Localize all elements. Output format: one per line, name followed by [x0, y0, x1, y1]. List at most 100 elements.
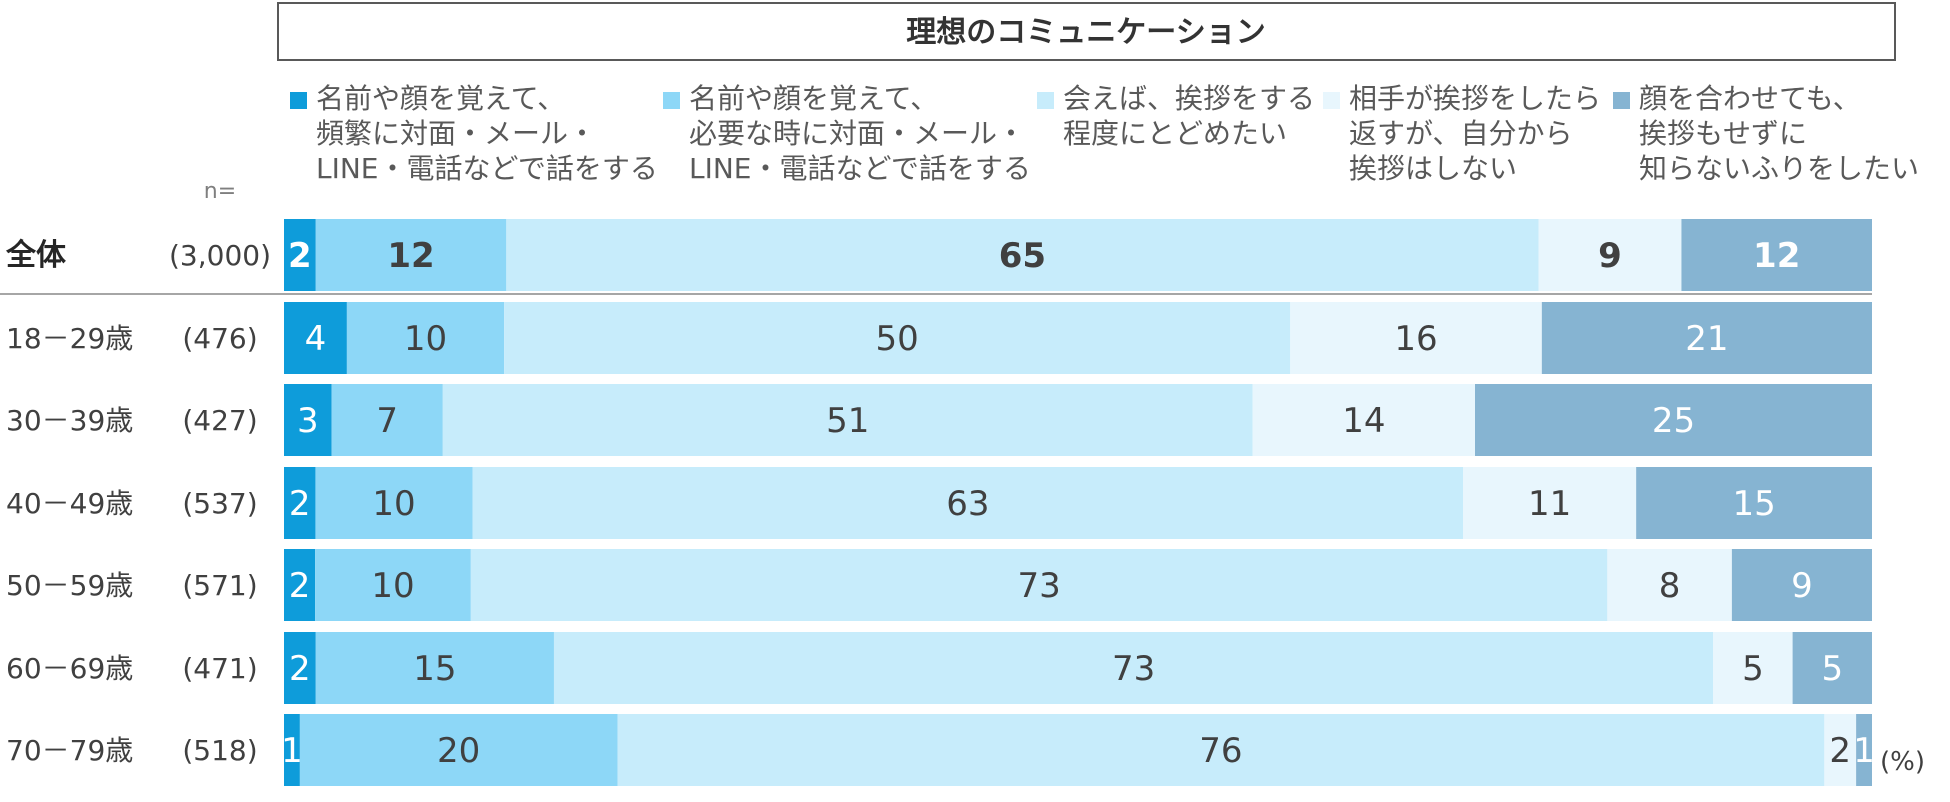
data-label: 15 [1732, 484, 1775, 524]
data-label: 10 [404, 319, 447, 359]
bar-segment [1731, 549, 1872, 621]
bar-segment [1252, 384, 1475, 456]
bar-segment [1713, 632, 1793, 704]
data-label: 12 [1753, 236, 1800, 276]
bar-segment [1290, 302, 1542, 374]
bar-segment [1824, 714, 1857, 786]
legend-swatch [663, 92, 680, 109]
data-label: 10 [372, 484, 415, 524]
bar-segment [1681, 219, 1872, 291]
data-label: 63 [946, 484, 989, 524]
data-label: 2 [289, 484, 311, 524]
legend-label: LINE・電話などで話をする [689, 152, 1031, 185]
bar-segment [284, 632, 316, 704]
legend-label: 返すが、自分から [1349, 117, 1572, 150]
legend-label: 相手が挨拶をしたら [1349, 82, 1601, 115]
legend-label: LINE・電話などで話をする [316, 152, 658, 185]
bar-segment [315, 632, 554, 704]
bar-segment [617, 714, 1825, 786]
bar-row: 18－29歳 (476) 4 10 50 16 21 [6, 302, 1872, 374]
legend-swatch [1323, 92, 1340, 109]
title-box [277, 2, 1896, 61]
legend-swatch [1613, 92, 1630, 109]
legend-label: 知らないふりをしたい [1639, 152, 1919, 185]
data-label: 25 [1652, 401, 1695, 441]
bar-row: 50－59歳 (571) 2 10 73 8 9 [6, 549, 1872, 621]
legend-label: 名前や顔を覚えて、 [316, 82, 565, 115]
row-label: 30－39歳 [6, 404, 133, 437]
row-label: 50－59歳 [6, 569, 133, 602]
data-label: 5 [1742, 649, 1764, 689]
legend-item: 名前や顔を覚えて、必要な時に対面・メール・LINE・電話などで話をする [663, 82, 1031, 185]
bar-segment [504, 302, 1291, 374]
data-label: 9 [1791, 566, 1813, 606]
unit-label: (%) [1880, 747, 1925, 777]
bar-segment [1792, 632, 1872, 704]
bar-row: 40－49歳 (537) 2 10 63 11 15 [6, 467, 1872, 539]
data-label: 3 [297, 401, 319, 441]
bar-segment [1636, 467, 1872, 539]
legend-label: 顔を合わせても、 [1639, 82, 1861, 115]
row-label: 40－49歳 [6, 487, 133, 520]
data-label: 8 [1659, 566, 1681, 606]
legend-label: 挨拶はしない [1349, 152, 1517, 185]
bar-segment [284, 302, 347, 374]
data-label: 4 [305, 319, 327, 359]
data-label: 2 [1829, 731, 1851, 771]
bar-segment [553, 632, 1714, 704]
bar-segment [1463, 467, 1637, 539]
bar-segment [1538, 219, 1682, 291]
row-n: (518) [182, 734, 257, 767]
data-label: 2 [288, 236, 312, 276]
data-label: 9 [1598, 236, 1622, 276]
chart-title: 理想のコミュニケーション [906, 15, 1265, 50]
data-label: 76 [1199, 731, 1242, 771]
legend-label: 必要な時に対面・メール・ [689, 117, 1025, 150]
legend-label: 会えば、挨拶をする [1063, 82, 1315, 115]
bar-segment [284, 714, 300, 786]
row-n: (537) [182, 487, 257, 520]
row-label: 70－79歳 [6, 734, 133, 767]
data-label: 14 [1342, 401, 1385, 441]
bar-segment [284, 467, 316, 539]
data-label: 12 [387, 236, 434, 276]
data-label: 73 [1017, 566, 1060, 606]
bar-segment [506, 219, 1539, 291]
bar-segment [1541, 302, 1872, 374]
bar-row: 60－69歳 (471) 2 15 73 5 5 [6, 632, 1872, 704]
data-label: 73 [1112, 649, 1155, 689]
n-header: n= [204, 179, 236, 204]
data-label: 2 [289, 649, 311, 689]
bar-segment [315, 549, 471, 621]
data-label: 5 [1821, 649, 1843, 689]
bar-segment [315, 219, 507, 291]
data-label: 21 [1685, 319, 1728, 359]
row-label: 全体 [5, 238, 67, 273]
legend: 名前や顔を覚えて、頻繁に対面・メール・LINE・電話などで話をする名前や顔を覚え… [290, 82, 1919, 185]
bar-segment [470, 549, 1608, 621]
data-label: 11 [1528, 484, 1571, 524]
row-n: (427) [182, 404, 257, 437]
bar-segment [442, 384, 1253, 456]
data-label: 65 [999, 236, 1046, 276]
bar-segment [284, 219, 316, 291]
data-label: 16 [1394, 319, 1437, 359]
legend-label: 挨拶もせずに [1639, 117, 1807, 150]
bar-row: 全体 (3,000) 2 12 65 9 12 [5, 219, 1872, 291]
bar-segment [346, 302, 505, 374]
row-n: (471) [182, 652, 257, 685]
bar-segment [284, 384, 332, 456]
bar-segment [1475, 384, 1872, 456]
legend-swatch [1037, 92, 1054, 109]
row-n: (3,000) [169, 239, 271, 272]
row-label: 18－29歳 [6, 322, 133, 355]
bar-row: 30－39歳 (427) 3 7 51 14 25 [6, 384, 1872, 456]
bar-segment [1856, 714, 1872, 786]
row-n: (476) [182, 322, 257, 355]
bar-row: 70－79歳 (518) 1 20 76 2 1 [6, 714, 1875, 786]
